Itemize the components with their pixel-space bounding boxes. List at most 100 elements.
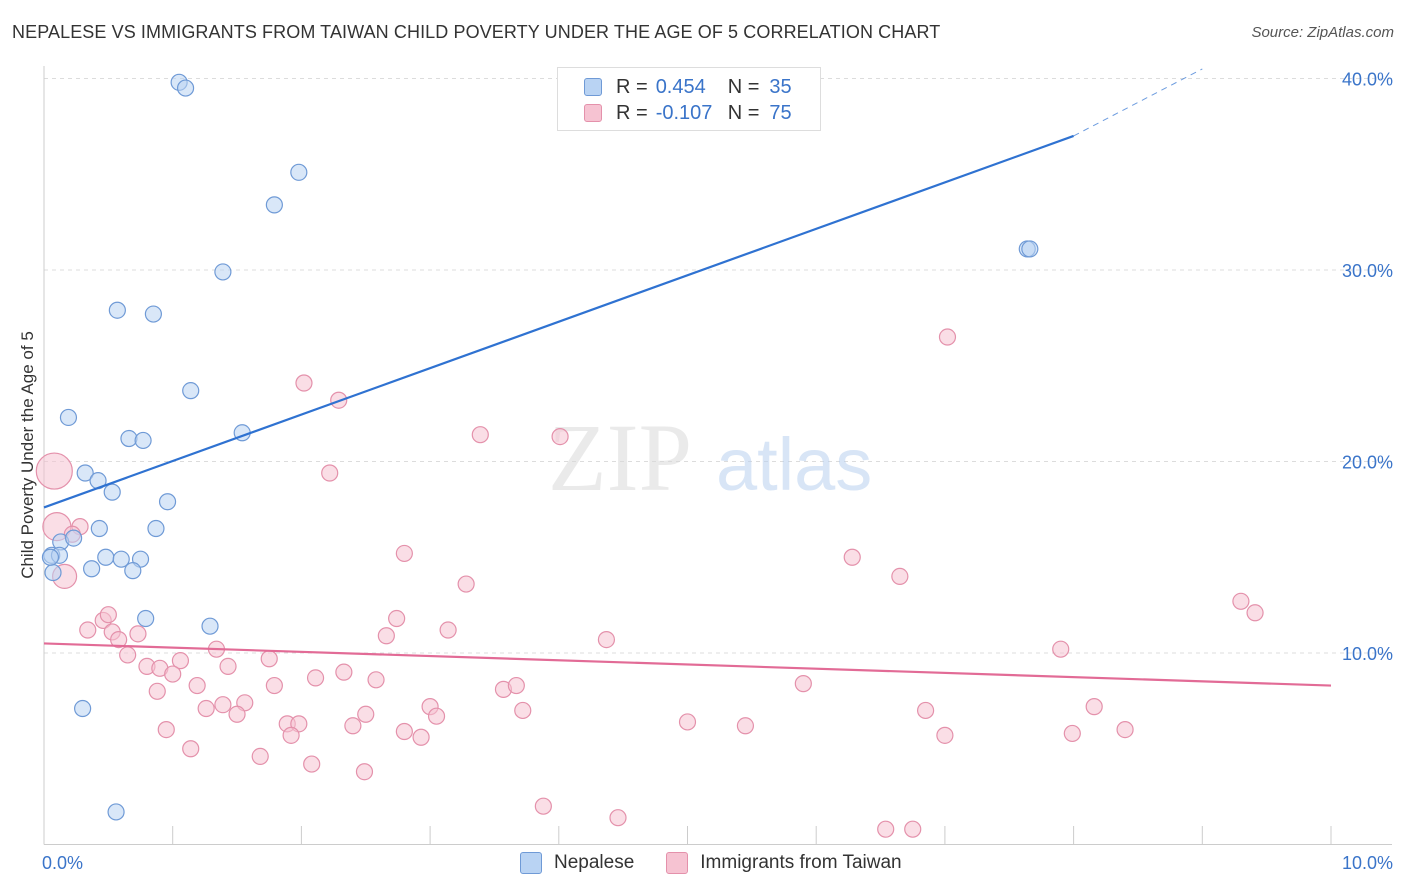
x-tick-label: 10.0% <box>1342 853 1393 873</box>
series-swatch-nepalese <box>520 852 542 874</box>
watermark-zip: ZIP <box>548 404 692 511</box>
nepalese-point <box>144 305 162 323</box>
legend-r-label: R = <box>616 101 648 124</box>
taiwan-point <box>148 682 166 700</box>
taiwan-point <box>395 722 413 741</box>
taiwan-point <box>514 701 532 720</box>
y-tick-label: 40.0% <box>1342 70 1393 90</box>
taiwan-point <box>119 646 137 664</box>
source-label: Source: ZipAtlas.com <box>1251 24 1394 41</box>
taiwan-point <box>551 428 569 446</box>
nepalese-point <box>158 493 177 511</box>
taiwan-point <box>609 809 627 827</box>
taiwan-point <box>188 676 206 695</box>
taiwan-point <box>295 374 313 392</box>
taiwan-point <box>306 669 325 687</box>
taiwan-point <box>355 763 374 781</box>
gridlines <box>44 78 1392 654</box>
taiwan-point <box>367 671 385 689</box>
series-legend: Nepalese Immigrants from Taiwan <box>520 852 934 874</box>
taiwan-point <box>335 663 353 681</box>
taiwan-point <box>1085 698 1103 716</box>
taiwan-point <box>282 726 300 744</box>
legend-swatch-nepalese <box>584 78 602 96</box>
taiwan-point <box>1246 604 1264 622</box>
taiwan-point <box>1232 592 1250 610</box>
taiwan-point <box>164 665 182 683</box>
taiwan-point <box>471 426 489 444</box>
nepalese-point <box>120 429 138 448</box>
nepalese-point <box>1021 240 1039 258</box>
nepalese-point <box>147 519 165 538</box>
legend-r-label: R = <box>616 75 648 98</box>
legend-n-value: 75 <box>769 101 792 124</box>
series-swatch-taiwan <box>666 852 689 874</box>
nepalese-point <box>182 382 200 400</box>
taiwan-point <box>412 728 430 746</box>
taiwan-point <box>157 720 175 739</box>
x-tick-label: 0.0% <box>42 853 83 873</box>
taiwan-point <box>171 652 190 670</box>
correlation-legend: R = 0.454 N = 35 R = -0.107 N = 75 <box>557 67 821 131</box>
chart-title: NEPALESE VS IMMIGRANTS FROM TAIWAN CHILD… <box>12 22 941 42</box>
taiwan-points <box>35 328 1264 838</box>
series-label-nepalese: Nepalese <box>554 852 635 873</box>
nepalese-point <box>176 79 195 97</box>
legend-r-value: -0.107 <box>655 101 713 124</box>
nepalese-point <box>137 609 155 628</box>
nepalese-point <box>44 563 62 582</box>
nepalese-point <box>108 301 126 319</box>
taiwan-point <box>357 705 375 723</box>
series-legend-taiwan: Immigrants from Taiwan <box>666 852 902 874</box>
taiwan-point <box>321 464 339 482</box>
legend-swatch-taiwan <box>584 104 602 122</box>
legend-row-taiwan: R = -0.107 N = 75 <box>584 101 792 125</box>
taiwan-point <box>1116 720 1134 739</box>
legend-n-label: N = <box>727 101 760 124</box>
taiwan-point <box>197 699 215 718</box>
legend-row-nepalese: R = 0.454 N = 35 <box>584 75 792 99</box>
nepalese-point <box>290 163 308 181</box>
taiwan-point <box>99 606 117 624</box>
taiwan-point <box>1052 640 1070 658</box>
taiwan-point <box>439 621 457 639</box>
series-legend-nepalese: Nepalese <box>520 852 634 874</box>
nepalese-point <box>59 408 78 427</box>
taiwan-point <box>736 717 755 735</box>
taiwan-point <box>388 609 406 628</box>
taiwan-point <box>938 328 957 346</box>
nepalese-point <box>41 548 60 566</box>
taiwan-point <box>457 575 475 593</box>
taiwan-point <box>877 820 895 838</box>
taiwan-point <box>377 627 395 645</box>
taiwan-point <box>251 747 269 766</box>
axes <box>43 66 1392 845</box>
taiwan-point <box>214 696 232 714</box>
taiwan-point <box>35 452 73 490</box>
nepalese-point <box>83 560 101 578</box>
taiwan-point <box>344 717 362 735</box>
nepalese-point <box>65 529 83 547</box>
nepalese-point <box>112 550 130 568</box>
taiwan-point <box>597 630 616 649</box>
taiwan-point <box>843 548 861 566</box>
nepalese-point <box>76 464 94 482</box>
nepalese-trend-extension <box>1073 68 1203 137</box>
nepalese-trend-line <box>43 134 1074 509</box>
nepalese-point <box>97 548 115 566</box>
taiwan-point <box>182 740 200 758</box>
taiwan-point <box>265 676 283 695</box>
taiwan-point <box>916 701 935 720</box>
nepalese-point <box>134 431 152 450</box>
tick-labels: 10.0% 20.0% 30.0% 40.0% 0.0% 10.0% <box>42 70 1393 874</box>
y-tick-label: 20.0% <box>1342 453 1393 473</box>
taiwan-point <box>936 726 954 744</box>
taiwan-point <box>1063 724 1081 743</box>
trend-lines <box>43 68 1332 687</box>
nepalese-point <box>214 263 232 281</box>
taiwan-point <box>303 755 321 773</box>
taiwan-point <box>507 676 525 695</box>
legend-n-label: N = <box>727 75 760 98</box>
series-label-taiwan: Immigrants from Taiwan <box>700 852 902 873</box>
legend-r-value: 0.454 <box>655 75 706 98</box>
